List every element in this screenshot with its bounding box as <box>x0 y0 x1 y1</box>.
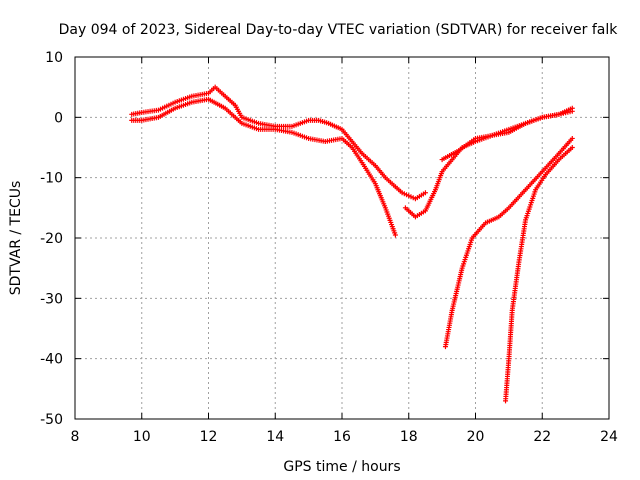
series-arc-5 <box>442 135 575 350</box>
series-arc-1 <box>129 84 428 202</box>
data-point <box>422 190 428 196</box>
x-tick-label: 12 <box>200 429 218 445</box>
x-tick-label: 24 <box>600 429 618 445</box>
x-axis-label: GPS time / hours <box>283 459 400 475</box>
data-point <box>569 145 575 150</box>
y-tick-label: 10 <box>45 50 63 66</box>
series-arc-3 <box>402 108 575 220</box>
grid <box>75 57 609 419</box>
x-tick-label: 22 <box>533 429 551 445</box>
x-tick-label: 10 <box>133 429 151 445</box>
x-tick-label: 14 <box>266 429 284 445</box>
y-tick-label: -20 <box>40 231 63 247</box>
y-axis-label: SDTVAR / TECUs <box>8 181 24 296</box>
data-points <box>129 84 575 404</box>
series-arc-6 <box>503 145 575 404</box>
data-point <box>392 232 398 238</box>
x-tick-label: 18 <box>400 429 418 445</box>
data-point <box>569 105 575 111</box>
y-tick-label: 0 <box>54 110 63 126</box>
y-tick-label: -50 <box>40 412 63 428</box>
axes: 8 10 12 14 16 18 20 22 24 10 0 -10 -20 -30 -40 -50 <box>40 50 618 445</box>
x-tick-label: 16 <box>333 429 351 445</box>
data-point <box>569 135 575 141</box>
y-tick-label: -40 <box>40 352 63 368</box>
series-arc-4 <box>439 105 575 163</box>
x-tick-label: 20 <box>467 429 485 445</box>
y-tick-label: -30 <box>40 291 63 307</box>
plot-frame <box>74 56 610 420</box>
y-tick-label: -10 <box>40 171 63 187</box>
series-arc-2 <box>129 96 398 238</box>
x-tick-label: 8 <box>71 429 80 445</box>
chart-title: Day 094 of 2023, Sidereal Day-to-day VTE… <box>59 22 619 38</box>
